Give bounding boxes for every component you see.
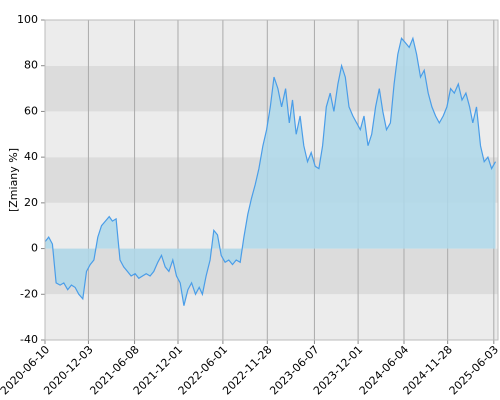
y-tick-label: 100 xyxy=(17,13,38,26)
y-tick-label: 20 xyxy=(24,196,38,209)
y-tick-label: 0 xyxy=(31,242,38,255)
y-tick-label: -20 xyxy=(20,287,38,300)
y-tick-label: 80 xyxy=(24,59,38,72)
y-axis-label: [Zmiany %] xyxy=(7,148,20,212)
background-band xyxy=(45,20,498,66)
y-tick-label: 60 xyxy=(24,104,38,117)
line xyxy=(44,36,497,306)
background-band xyxy=(45,294,498,340)
plot-border xyxy=(44,19,499,341)
background-band xyxy=(45,248,498,295)
x-tick-label: 2025-06-03 xyxy=(447,343,500,397)
y-tick-label: -40 xyxy=(20,333,38,346)
area-fill xyxy=(45,38,496,306)
y-tick-label: 40 xyxy=(24,150,38,163)
